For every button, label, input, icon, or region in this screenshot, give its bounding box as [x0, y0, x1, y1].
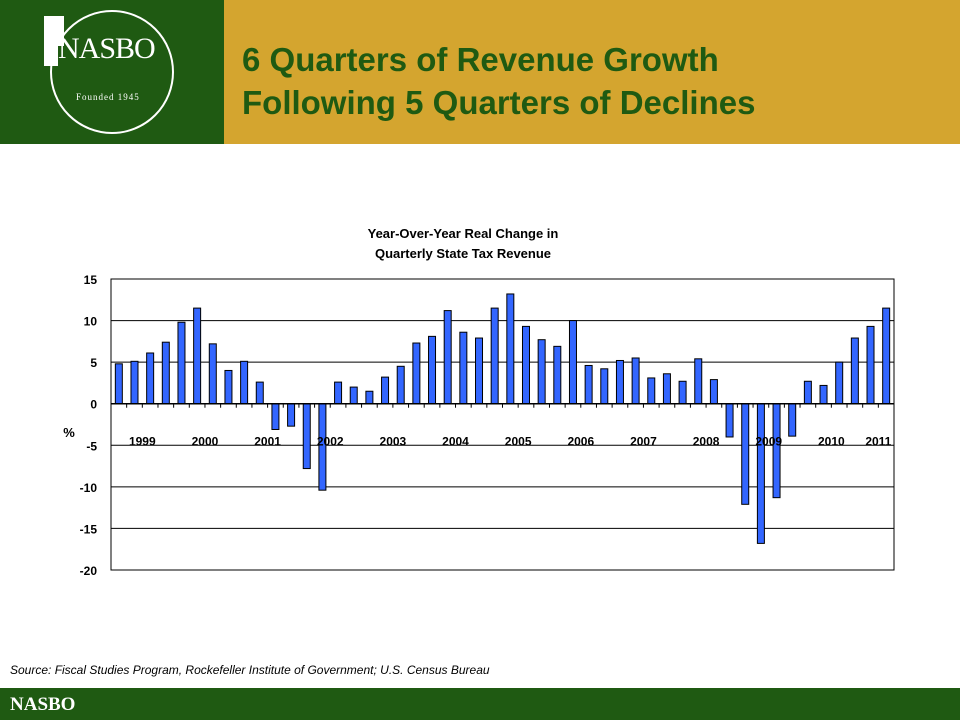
x-year-label: 2006 [567, 435, 594, 449]
logo-flag-icon [44, 16, 58, 66]
bar [334, 381, 343, 405]
logo-text: NASBO [58, 32, 156, 65]
x-year-label: 1999 [129, 435, 156, 449]
y-tick-label: 15 [84, 273, 98, 287]
bar [725, 403, 734, 438]
x-year-label: 2005 [505, 435, 532, 449]
x-year-label: 2004 [442, 435, 469, 449]
x-year-label: 2011 [865, 435, 891, 449]
source-note: Source: Fiscal Studies Program, Rockefel… [10, 663, 490, 677]
page-title: 6 Quarters of Revenue Growth Following 5… [242, 38, 942, 124]
bar [584, 364, 593, 405]
bar [130, 360, 139, 405]
bar [177, 321, 186, 405]
logo-ring-icon [50, 10, 174, 134]
bar [396, 365, 405, 405]
y-tick-label: -10 [80, 481, 98, 495]
bar [537, 339, 546, 405]
bar [647, 377, 656, 405]
bar [819, 384, 828, 405]
bar [850, 337, 859, 405]
bar [146, 352, 155, 405]
bar [866, 325, 875, 405]
bar [381, 376, 390, 405]
chart-title-line-1: Year-Over-Year Real Change in [368, 226, 559, 241]
x-year-label: 2001 [254, 435, 281, 449]
y-tick-label: 10 [84, 315, 98, 329]
y-tick-label: -5 [86, 439, 97, 453]
bar [459, 331, 468, 405]
header-bar: NASBO Founded 1945 6 Quarters of Revenue… [0, 0, 960, 144]
y-tick-label: 0 [90, 398, 97, 412]
bar [506, 293, 515, 405]
bar [788, 403, 797, 437]
bar [709, 379, 718, 405]
bar [756, 403, 765, 544]
bar [208, 343, 217, 405]
bar [271, 403, 280, 430]
y-axis-label: % [63, 425, 75, 440]
bar [475, 337, 484, 405]
bar [741, 403, 750, 505]
footer-bar: NASBO [0, 688, 960, 720]
title-line-2: Following 5 Quarters of Declines [242, 84, 756, 121]
bar [114, 363, 123, 405]
logo-flag-tab-icon [58, 16, 64, 46]
x-year-label: 2007 [630, 435, 657, 449]
bar [678, 380, 687, 405]
bar [835, 361, 844, 405]
bar [631, 357, 640, 405]
logo-founded: Founded 1945 [76, 92, 140, 102]
x-year-label: 2010 [818, 435, 845, 449]
y-tick-label: -15 [80, 522, 98, 536]
bar [553, 345, 562, 405]
bar [224, 369, 233, 405]
bar [349, 386, 358, 405]
x-year-label: 2002 [317, 435, 344, 449]
bar [600, 368, 609, 405]
bar [365, 390, 374, 405]
footer-label: NASBO [10, 694, 76, 715]
logo-panel: NASBO Founded 1945 [0, 0, 224, 144]
bar [662, 373, 671, 405]
bar [193, 307, 202, 405]
y-tick-label: -20 [80, 564, 98, 578]
bar [521, 325, 530, 405]
bar [240, 360, 249, 405]
bar [302, 403, 311, 470]
bar [615, 359, 624, 405]
x-year-label: 2000 [192, 435, 219, 449]
bar [443, 310, 452, 405]
bar [287, 403, 296, 427]
chart-title-line-2: Quarterly State Tax Revenue [375, 246, 551, 261]
bar [255, 381, 264, 405]
title-line-1: 6 Quarters of Revenue Growth [242, 41, 719, 78]
y-tick-label: 5 [90, 356, 97, 370]
bar [882, 307, 891, 405]
bar [568, 320, 577, 405]
x-year-label: 2003 [380, 435, 407, 449]
bar [490, 307, 499, 405]
bar [428, 335, 437, 405]
bar [161, 341, 170, 405]
x-year-label: 2009 [755, 435, 782, 449]
bar [803, 380, 812, 405]
bar [694, 358, 703, 405]
bar [772, 403, 781, 499]
bar [412, 342, 421, 405]
x-year-label: 2008 [693, 435, 720, 449]
